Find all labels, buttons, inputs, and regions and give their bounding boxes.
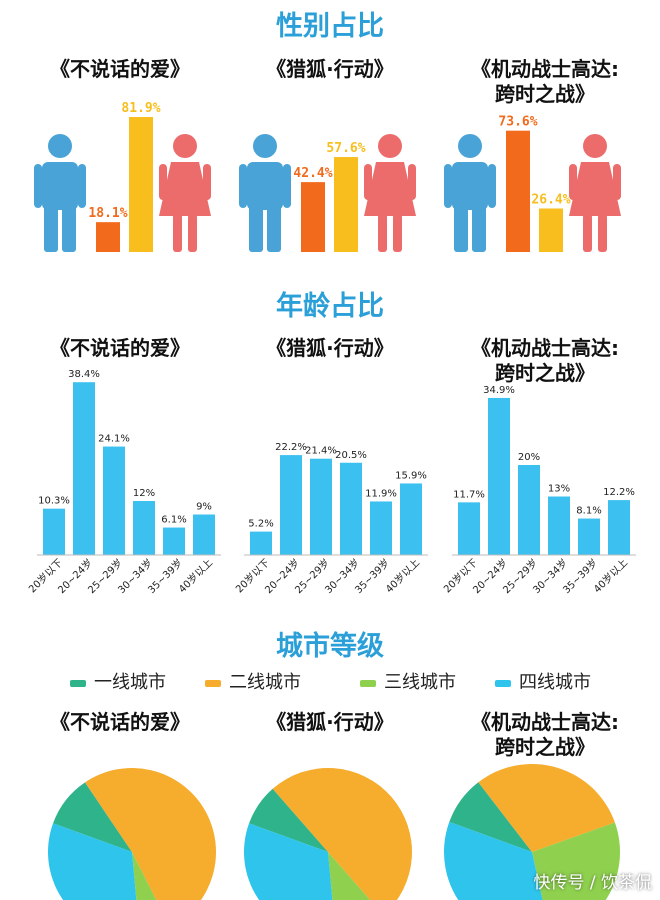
age-section-title: 年龄占比	[276, 291, 384, 322]
pie-slice	[132, 852, 157, 900]
age-bar-label: 11.7%	[453, 489, 485, 500]
gender-bar-label: 81.9%	[121, 101, 160, 116]
age-bar-label: 13%	[548, 484, 570, 495]
age-bar	[193, 514, 215, 555]
legend-item-tier4: 四线城市	[495, 668, 591, 694]
female-icon	[159, 134, 211, 252]
male-icon	[34, 134, 86, 252]
gender-bar	[96, 222, 120, 252]
age-bar-label: 38.4%	[68, 369, 100, 380]
age-bar	[518, 465, 540, 555]
city-movie-title-3: 《机动战士高达: 跨时之战》	[471, 710, 619, 759]
legend-label: 一线城市	[94, 672, 166, 693]
age-movie-title-1: 《不说话的爱》	[50, 336, 190, 360]
age-bar-label: 24.1%	[98, 434, 130, 445]
pie-slice	[249, 788, 328, 852]
pie-slice	[449, 782, 532, 852]
gender-bar	[539, 208, 563, 252]
pie-slice	[85, 768, 216, 900]
age-bar-label: 12.2%	[603, 487, 635, 498]
age-bar	[73, 382, 95, 555]
age-bar	[163, 527, 185, 555]
line-swatch-icon	[360, 679, 376, 687]
age-bar	[280, 455, 302, 555]
age-bar-label: 5.2%	[248, 519, 273, 530]
legend-item-tier3: 三线城市	[360, 668, 456, 694]
age-bar-label: 21.4%	[305, 446, 337, 457]
gender-bar	[129, 117, 153, 252]
gender-charts: 18.1% 81.9% 42.4% 57.6% 73.6% 26.4%	[34, 101, 621, 252]
age-bar-label: 9%	[196, 502, 212, 513]
city-movie-title-1: 《不说话的爱》	[50, 710, 190, 734]
female-icon	[569, 134, 621, 252]
gender-section-title: 性别占比	[276, 11, 384, 42]
gender-movie-title-3: 《机动战士高达: 跨时之战》	[471, 57, 619, 106]
legend-item-tier2: 二线城市	[205, 668, 301, 694]
age-charts: 10.3%20岁以下38.4%20~24岁24.1%25~29岁12%30~34…	[26, 369, 636, 596]
pie-slice	[328, 852, 371, 900]
legend-label: 二线城市	[229, 672, 301, 693]
age-bar	[488, 397, 510, 555]
gender-bar-label: 26.4%	[531, 192, 570, 207]
age-bar	[400, 483, 422, 555]
pie-slice	[244, 823, 333, 900]
age-bar	[340, 462, 362, 555]
city-legend: 一线城市 二线城市 三线城市 四线城市	[0, 668, 660, 698]
gender-bar-label: 42.4%	[293, 166, 332, 181]
city-section-title: 城市等级	[276, 631, 384, 662]
gender-bar-label: 57.6%	[326, 141, 365, 156]
pie-slice	[444, 821, 543, 900]
male-icon	[239, 134, 291, 252]
pie-slice	[272, 767, 412, 900]
age-bar	[133, 501, 155, 555]
age-bar-label: 20.5%	[335, 450, 367, 461]
pie-slice	[532, 822, 620, 900]
age-bar-label: 11.9%	[365, 488, 397, 499]
age-bar	[43, 508, 65, 555]
age-bar	[458, 502, 480, 555]
age-bar-label: 12%	[133, 488, 155, 499]
pie-slice	[478, 764, 615, 852]
female-icon	[364, 134, 416, 252]
gender-movie-title-2: 《猎狐·行动》	[266, 57, 394, 81]
age-bar	[250, 531, 272, 555]
legend-label: 四线城市	[519, 672, 591, 693]
age-bar	[548, 496, 570, 555]
gender-bar	[506, 130, 530, 252]
age-movie-title-3: 《机动战士高达: 跨时之战》	[471, 336, 619, 385]
age-bar	[103, 446, 125, 555]
city-movie-title-2: 《猎狐·行动》	[266, 710, 394, 734]
gender-bar-label: 18.1%	[88, 206, 127, 221]
pie-slice	[48, 823, 137, 900]
gender-movie-title-1: 《不说话的爱》	[50, 57, 190, 81]
line-swatch-icon	[205, 679, 221, 687]
gender-bar	[334, 157, 358, 252]
age-bar	[608, 500, 630, 555]
age-bar-label: 34.9%	[483, 385, 515, 396]
gender-bar	[301, 182, 325, 252]
gender-bar-label: 73.6%	[498, 115, 537, 130]
pie-slice	[53, 782, 132, 852]
age-movie-title-2: 《猎狐·行动》	[266, 336, 394, 360]
age-bar	[578, 518, 600, 555]
legend-label: 三线城市	[384, 672, 456, 693]
age-bar-label: 8.1%	[576, 506, 601, 517]
age-bar	[310, 458, 332, 555]
legend-item-tier1: 一线城市	[70, 668, 166, 694]
line-swatch-icon	[495, 679, 511, 687]
male-icon	[444, 134, 496, 252]
age-bar-label: 20%	[518, 452, 540, 463]
age-bar-label: 10.3%	[38, 496, 70, 507]
age-bar-label: 22.2%	[275, 442, 307, 453]
city-pie-charts	[48, 764, 620, 900]
age-bar-label: 6.1%	[161, 515, 186, 526]
line-swatch-icon	[70, 679, 86, 687]
watermark: 快传号 / 饮茶侃	[533, 873, 652, 893]
age-bar	[370, 501, 392, 555]
age-bar-label: 15.9%	[395, 470, 427, 481]
